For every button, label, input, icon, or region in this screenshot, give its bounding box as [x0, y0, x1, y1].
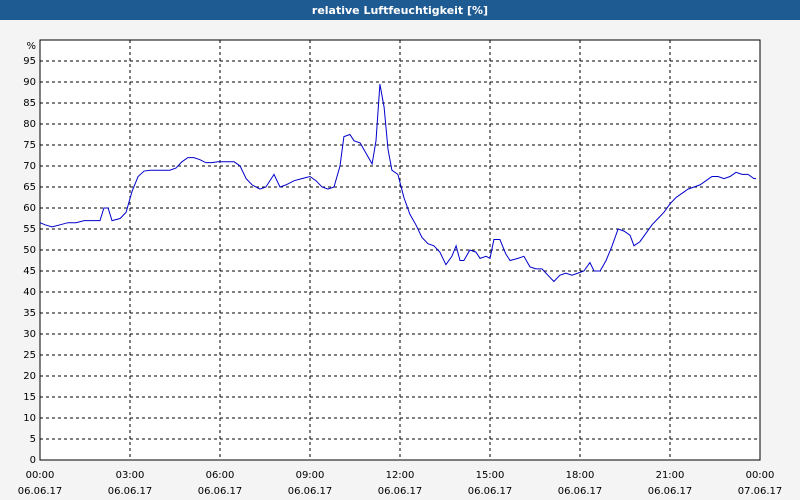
y-tick-label: 30 — [23, 329, 36, 340]
x-tick-label: 06.06.17 — [288, 486, 333, 497]
x-tick-label: 06.06.17 — [558, 486, 603, 497]
y-tick-label: 65 — [23, 182, 36, 193]
y-tick-label: 5 — [30, 434, 36, 445]
y-tick-label: 15 — [23, 392, 36, 403]
x-tick-label: 06.06.17 — [468, 486, 513, 497]
x-tick-label: 00:00 — [746, 470, 775, 481]
x-tick-label: 06.06.17 — [108, 486, 153, 497]
y-tick-label: 90 — [23, 77, 36, 88]
y-tick-label: 45 — [23, 266, 36, 277]
x-tick-label: 21:00 — [656, 470, 685, 481]
x-tick-label: 06:00 — [206, 470, 235, 481]
x-tick-label: 06.06.17 — [648, 486, 693, 497]
y-tick-label: 25 — [23, 350, 36, 361]
y-axis-label: % — [26, 41, 36, 52]
y-tick-label: 85 — [23, 98, 36, 109]
y-tick-label: 80 — [23, 119, 36, 130]
data-line — [39, 84, 757, 283]
y-tick-label: 40 — [23, 287, 36, 298]
y-tick-label: 60 — [23, 203, 36, 214]
x-tick-label: 18:00 — [566, 470, 595, 481]
y-tick-label: 50 — [23, 245, 36, 256]
x-tick-label: 06.06.17 — [198, 486, 243, 497]
y-tick-label: 70 — [23, 161, 36, 172]
y-tick-label: 0 — [30, 455, 36, 466]
y-tick-label: 75 — [23, 140, 36, 151]
x-tick-label: 07.06.17 — [738, 486, 783, 497]
y-tick-label: 95 — [23, 56, 36, 67]
x-tick-label: 06.06.17 — [378, 486, 423, 497]
y-tick-label: 20 — [23, 371, 36, 382]
y-tick-label: 55 — [23, 224, 36, 235]
x-tick-label: 06.06.17 — [18, 486, 63, 497]
x-tick-label: 15:00 — [476, 470, 505, 481]
x-tick-label: 12:00 — [386, 470, 415, 481]
x-tick-label: 09:00 — [296, 470, 325, 481]
y-tick-label: 10 — [23, 413, 36, 424]
y-tick-label: 35 — [23, 308, 36, 319]
x-tick-label: 03:00 — [116, 470, 145, 481]
x-tick-label: 00:00 — [26, 470, 55, 481]
chart-title: relative Luftfeuchtigkeit [%] — [312, 4, 488, 17]
title-bar — [0, 0, 800, 20]
